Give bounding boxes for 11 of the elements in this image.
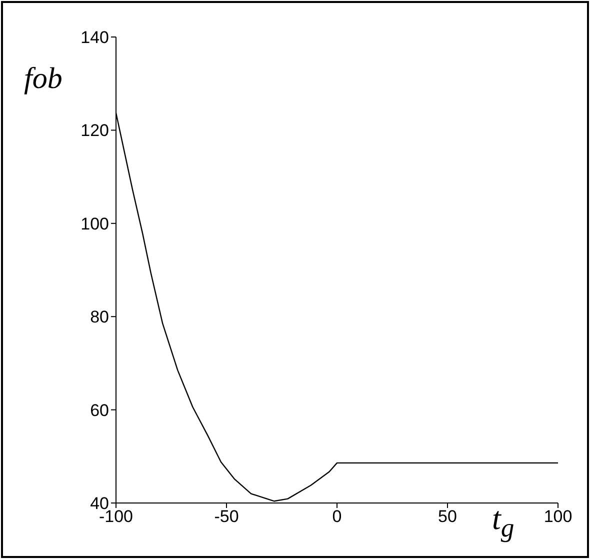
- y-tick-label: 80: [90, 308, 109, 327]
- x-tick-label: 50: [438, 507, 457, 526]
- y-tick-label: 100: [80, 214, 109, 234]
- x-tick-label: 0: [332, 507, 342, 526]
- y-tick-label: 60: [90, 400, 109, 420]
- x-tick-label: -50: [214, 507, 239, 526]
- y-tick-label: 120: [80, 121, 109, 140]
- x-axis-title: t$_{g}$: [492, 500, 514, 544]
- x-tick-label: 100: [544, 507, 572, 526]
- y-axis-title: fob: [24, 62, 62, 96]
- y-tick-label: 140: [80, 28, 109, 48]
